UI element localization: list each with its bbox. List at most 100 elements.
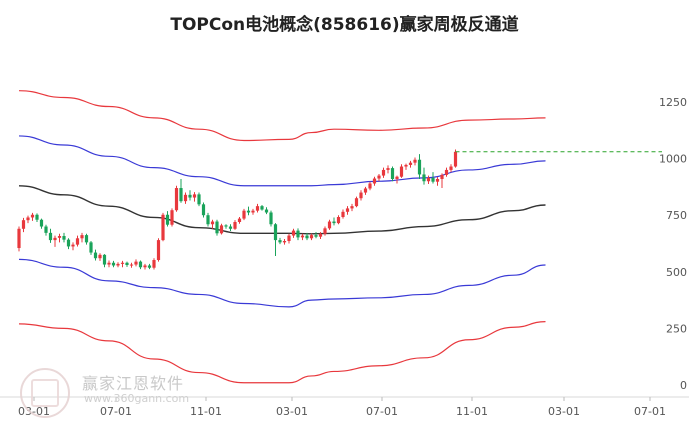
candle	[350, 203, 354, 212]
candle	[444, 167, 449, 177]
candle	[368, 181, 372, 191]
candle	[273, 223, 278, 256]
candle	[35, 213, 39, 222]
candle	[260, 205, 264, 211]
y-tick-label: 500	[666, 266, 687, 279]
candle	[129, 262, 134, 268]
x-tick-label: 11-01	[190, 405, 222, 418]
candle	[440, 173, 444, 189]
candle	[89, 241, 93, 255]
candle	[413, 157, 417, 166]
candle	[174, 185, 179, 212]
candle	[431, 172, 435, 184]
candle	[219, 223, 224, 235]
x-tick-label: 11-01	[456, 405, 488, 418]
candle	[341, 209, 345, 219]
candle	[102, 254, 107, 268]
candle	[404, 163, 408, 170]
candle	[179, 178, 183, 203]
candle	[300, 233, 305, 241]
candle	[354, 196, 359, 208]
candle	[449, 164, 453, 173]
candle	[197, 192, 201, 207]
candle	[80, 232, 84, 243]
candle	[210, 219, 215, 229]
candle	[309, 233, 314, 241]
candle	[147, 263, 152, 270]
candle	[399, 164, 404, 178]
candle	[395, 175, 399, 184]
candle	[66, 238, 71, 250]
candle	[291, 228, 296, 238]
candle	[318, 232, 323, 239]
candle	[111, 260, 116, 268]
candle	[30, 212, 35, 221]
y-tick-label: 1000	[659, 153, 687, 166]
candle	[84, 233, 89, 245]
y-tick-label: 750	[666, 209, 687, 222]
candle	[62, 232, 66, 243]
candle	[336, 215, 341, 225]
candle	[152, 258, 156, 270]
candle	[233, 220, 237, 230]
candle	[183, 192, 188, 204]
candle	[345, 206, 350, 215]
candle	[71, 242, 75, 251]
candle	[26, 215, 30, 224]
candle	[363, 186, 368, 195]
candle	[305, 232, 309, 241]
candle	[206, 212, 210, 227]
candle	[116, 262, 120, 268]
candle	[53, 235, 57, 247]
candle	[21, 217, 26, 233]
candle	[264, 207, 269, 215]
candle	[237, 217, 242, 224]
candle	[192, 192, 197, 202]
candle	[327, 219, 332, 230]
chart-title: TOPCon电池概念(858616)赢家周极反通道	[170, 15, 519, 35]
candle	[332, 217, 336, 226]
candle	[215, 219, 219, 236]
candle	[143, 263, 147, 270]
channel-mid-upper	[18, 135, 546, 187]
candle	[224, 224, 228, 229]
y-axis: 0 250 500 750 1000 1250	[659, 96, 687, 392]
watermark-logo	[20, 368, 70, 418]
candle	[75, 235, 80, 247]
candle	[278, 237, 282, 245]
channel-outer-upper	[18, 90, 546, 142]
candle	[17, 226, 21, 252]
y-tick-label: 0	[680, 379, 687, 392]
candle	[134, 259, 138, 267]
y-tick-label: 1250	[659, 96, 687, 109]
candle	[242, 208, 246, 221]
channel-mid-lower	[18, 258, 546, 308]
candle	[417, 154, 422, 179]
candle	[359, 190, 363, 201]
candle	[161, 212, 165, 242]
x-tick-label: 07-01	[100, 405, 132, 418]
candle	[296, 228, 300, 241]
candle	[314, 232, 318, 239]
candle	[98, 253, 102, 261]
candle	[390, 166, 395, 182]
candle	[381, 167, 386, 178]
candle	[408, 160, 413, 168]
channel-center	[18, 185, 546, 235]
candle	[125, 261, 129, 267]
candle	[377, 173, 381, 182]
x-tick-label: 07-01	[366, 405, 398, 418]
candle	[93, 249, 98, 261]
candle	[282, 238, 287, 245]
candle	[138, 260, 143, 270]
candle	[426, 175, 431, 184]
candle	[323, 226, 327, 236]
candle	[255, 203, 260, 213]
candle	[120, 260, 125, 268]
candle	[156, 238, 161, 262]
candle	[228, 224, 233, 232]
channel-lines	[18, 90, 546, 384]
watermark-text: 赢家江恩软件	[82, 374, 185, 393]
candle	[386, 165, 390, 174]
